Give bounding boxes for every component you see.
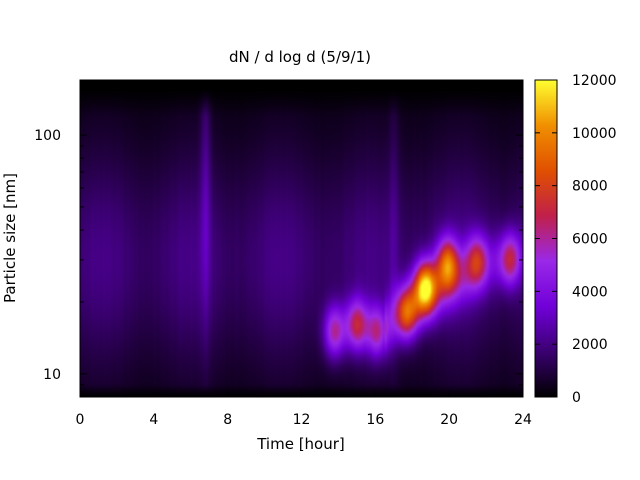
colorbar-tick-label: 4000 (572, 284, 608, 300)
colorbar-tick-label: 8000 (572, 179, 608, 195)
y-tick-label: 10 (43, 367, 61, 383)
colorbar-tick-label: 6000 (572, 232, 608, 248)
x-tick-label: 8 (223, 412, 232, 428)
x-tick-label: 20 (440, 412, 458, 428)
colorbar-ticks: 0 2000 4000 6000 8000 10000 12000 (535, 73, 617, 406)
colorbar-tick-label: 10000 (572, 126, 617, 142)
colorbar-tick-label: 0 (572, 390, 581, 406)
heatmap-image (80, 80, 523, 397)
x-tick-label: 24 (514, 412, 532, 428)
plot-area (79, 79, 524, 398)
y-tick-label: 100 (34, 128, 61, 144)
x-tick-label: 16 (366, 412, 384, 428)
colorbar: 0 2000 4000 6000 8000 10000 12000 (534, 73, 617, 406)
colorbar-tick-label: 2000 (572, 337, 608, 353)
x-tick-label: 12 (293, 412, 311, 428)
chart-title: dN / d log d (5/9/1) (229, 48, 371, 66)
colorbar-gradient (535, 80, 557, 397)
x-axis-label: Time [hour] (256, 435, 345, 453)
y-axis: 10 100 (34, 128, 523, 398)
x-tick-label: 4 (149, 412, 158, 428)
x-tick-label: 0 (76, 412, 85, 428)
x-axis: 0 4 8 12 16 20 24 (76, 80, 532, 428)
colorbar-tick-label: 12000 (572, 73, 617, 89)
y-axis-label: Particle size [nm] (1, 173, 19, 303)
